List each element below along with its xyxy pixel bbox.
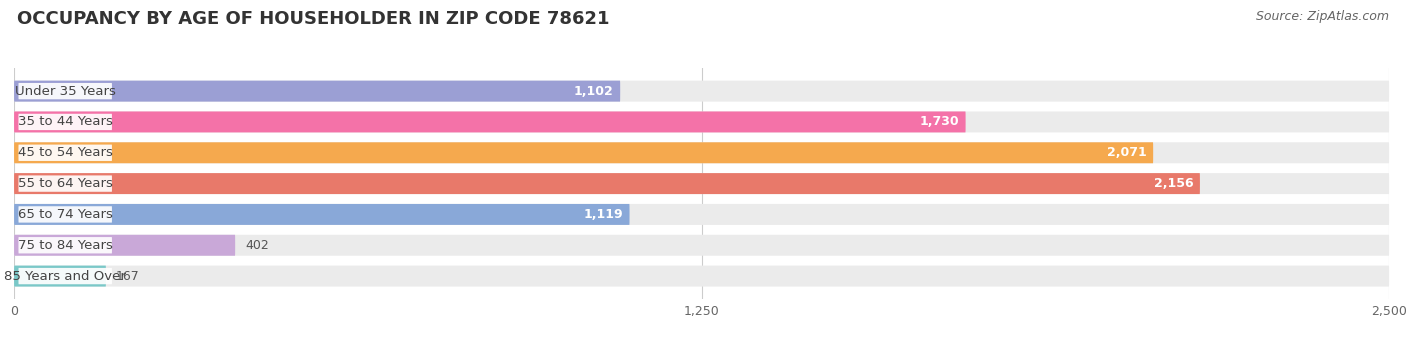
FancyBboxPatch shape [14, 112, 1389, 132]
FancyBboxPatch shape [14, 81, 1389, 102]
Text: 35 to 44 Years: 35 to 44 Years [18, 116, 112, 129]
FancyBboxPatch shape [18, 268, 112, 284]
FancyBboxPatch shape [14, 204, 1389, 225]
FancyBboxPatch shape [14, 173, 1389, 194]
FancyBboxPatch shape [18, 144, 112, 161]
FancyBboxPatch shape [14, 235, 235, 256]
FancyBboxPatch shape [18, 114, 112, 130]
FancyBboxPatch shape [14, 235, 1389, 256]
FancyBboxPatch shape [14, 266, 1389, 287]
Text: Source: ZipAtlas.com: Source: ZipAtlas.com [1256, 10, 1389, 23]
Text: 167: 167 [115, 270, 139, 283]
FancyBboxPatch shape [14, 173, 1199, 194]
Text: 2,071: 2,071 [1107, 146, 1146, 159]
Text: 1,119: 1,119 [583, 208, 623, 221]
FancyBboxPatch shape [14, 204, 630, 225]
Text: 65 to 74 Years: 65 to 74 Years [18, 208, 112, 221]
FancyBboxPatch shape [18, 83, 112, 99]
Text: 55 to 64 Years: 55 to 64 Years [18, 177, 112, 190]
FancyBboxPatch shape [14, 81, 620, 102]
Text: 85 Years and Over: 85 Years and Over [4, 270, 127, 283]
FancyBboxPatch shape [18, 237, 112, 253]
Text: 2,156: 2,156 [1154, 177, 1194, 190]
Text: OCCUPANCY BY AGE OF HOUSEHOLDER IN ZIP CODE 78621: OCCUPANCY BY AGE OF HOUSEHOLDER IN ZIP C… [17, 10, 609, 28]
Text: 402: 402 [245, 239, 269, 252]
FancyBboxPatch shape [14, 266, 105, 287]
Text: 45 to 54 Years: 45 to 54 Years [18, 146, 112, 159]
FancyBboxPatch shape [14, 112, 966, 132]
FancyBboxPatch shape [18, 206, 112, 223]
Text: 1,730: 1,730 [920, 116, 959, 129]
FancyBboxPatch shape [14, 142, 1153, 163]
FancyBboxPatch shape [14, 142, 1389, 163]
Text: Under 35 Years: Under 35 Years [15, 85, 115, 98]
FancyBboxPatch shape [18, 175, 112, 192]
Text: 75 to 84 Years: 75 to 84 Years [18, 239, 112, 252]
Text: 1,102: 1,102 [574, 85, 613, 98]
